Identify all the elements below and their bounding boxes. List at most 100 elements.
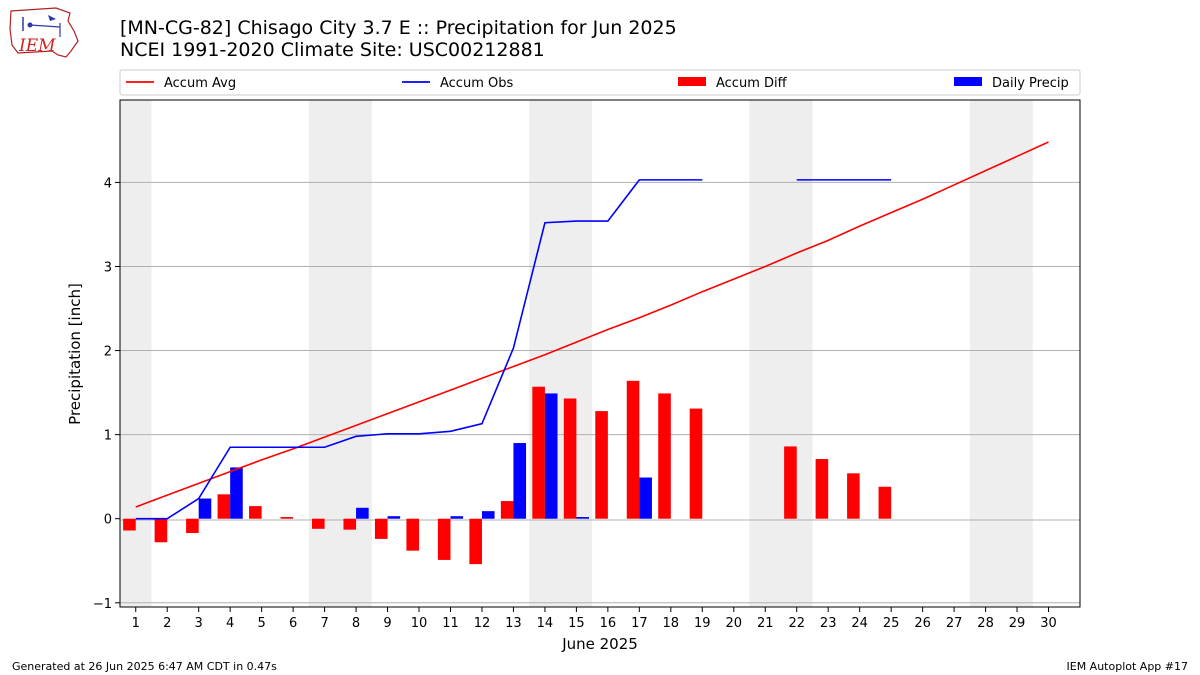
daily-precip-bar-14	[544, 393, 558, 519]
accum-diff-bar-3	[186, 518, 199, 534]
legend-accum-avg-label: Accum Avg	[164, 76, 236, 91]
x-axis-label: June 2025	[561, 635, 638, 653]
legend-accum-obs-label: Accum Obs	[440, 76, 513, 91]
accum-diff-bars	[123, 380, 892, 565]
x-axis: 1 2 3 4 5 6 7 8 9 10 11 12 13 14 15 16 17 18 19 20 21 22 23 24 2…	[132, 607, 1057, 631]
accum-obs-line-0	[135, 179, 703, 520]
x-tick-label: 4	[226, 616, 234, 631]
x-tick-label: 19	[694, 616, 711, 631]
accum-diff-bar-18	[658, 393, 671, 519]
y-tick-label: 1	[104, 429, 112, 444]
x-tick-label: 1	[132, 616, 140, 631]
x-tick-label: 16	[600, 616, 617, 631]
chart-title: [MN-CG-82] Chisago City 3.7 E :: Precipi…	[120, 17, 677, 39]
accum-diff-bar-6	[280, 517, 294, 519]
x-tick-label: 18	[663, 616, 680, 631]
accum-diff-bar-23	[815, 459, 829, 519]
generated-timestamp: Generated at 26 Jun 2025 6:47 AM CDT in …	[12, 660, 277, 673]
x-tick-label: 29	[1009, 616, 1026, 631]
accum-avg-line	[135, 141, 1049, 508]
app-credit: IEM Autoplot App #17	[1066, 660, 1189, 673]
legend: Accum Avg Accum Obs Accum Diff Daily Precip	[119, 69, 1081, 96]
legend-accum-diff-label: Accum Diff	[716, 76, 788, 91]
x-tick-label: 11	[442, 616, 459, 631]
y-gridlines	[120, 181, 1080, 604]
accum-diff-bar-25	[878, 486, 892, 519]
plot-frame	[119, 99, 1081, 608]
x-tick-label: 5	[257, 616, 265, 631]
accum-diff-bar-13	[500, 501, 514, 519]
weekend-band-0	[120, 100, 152, 607]
accum-diff-bar-10	[406, 518, 420, 551]
iem-logo: IEM	[9, 7, 79, 58]
daily-precip-bar-4	[230, 467, 243, 519]
y-tick-label: 4	[104, 176, 112, 191]
accum-diff-bar-19	[689, 408, 703, 519]
accum-diff-bar-24	[847, 473, 860, 519]
accum-lines	[135, 141, 1049, 520]
accum-diff-bar-4	[217, 494, 231, 519]
accum-diff-bar-15	[563, 398, 577, 519]
x-tick-label: 10	[411, 616, 428, 631]
x-tick-label: 21	[757, 616, 774, 631]
x-tick-label: 22	[788, 616, 805, 631]
x-tick-label: 2	[163, 616, 171, 631]
x-tick-label: 25	[883, 616, 900, 631]
x-tick-label: 9	[383, 616, 391, 631]
accum-diff-bar-16	[595, 411, 608, 519]
x-tick-label: 8	[352, 616, 360, 631]
x-tick-label: 14	[537, 616, 554, 631]
x-tick-label: 30	[1040, 616, 1057, 631]
weekend-bands	[120, 100, 1033, 607]
chart-subtitle: NCEI 1991-2020 Climate Site: USC00212881	[120, 39, 545, 61]
x-tick-label: 12	[474, 616, 491, 631]
iem-logo-text: IEM	[18, 36, 56, 56]
x-tick-label: 24	[851, 616, 868, 631]
legend-box	[119, 69, 1081, 96]
daily-precip-bar-11	[450, 516, 464, 519]
y-tick-label: 0	[104, 513, 112, 528]
daily-precip-bars	[198, 393, 652, 519]
x-tick-label: 3	[195, 616, 203, 631]
daily-precip-bar-15	[576, 517, 589, 519]
x-tick-label: 26	[914, 616, 931, 631]
accum-diff-bar-17	[626, 380, 640, 519]
x-tick-label: 28	[977, 616, 994, 631]
x-tick-label: 27	[946, 616, 963, 631]
accum-diff-bar-11	[437, 518, 451, 560]
accum-diff-bar-12	[469, 518, 482, 565]
y-axis-label: Precipitation [inch]	[66, 283, 84, 425]
weekend-band-1	[308, 100, 372, 607]
x-tick-label: 13	[505, 616, 522, 631]
accum-diff-bar-8	[343, 518, 357, 530]
daily-precip-bar-12	[481, 511, 495, 519]
legend-daily-precip-label: Daily Precip	[992, 76, 1069, 91]
daily-precip-bar-8	[356, 507, 369, 519]
accum-diff-bar-2	[154, 518, 168, 543]
daily-precip-bar-3	[198, 498, 212, 519]
accum-diff-bar-22	[784, 446, 797, 519]
legend-accum-diff-swatch	[678, 77, 706, 86]
daily-precip-bar-17	[639, 477, 652, 519]
weekend-band-4	[969, 100, 1033, 607]
x-tick-label: 7	[320, 616, 328, 631]
daily-precip-bar-9	[387, 516, 401, 519]
y-tick-label: 3	[104, 260, 112, 275]
x-tick-label: 15	[568, 616, 585, 631]
weekend-band-2	[529, 100, 593, 607]
accum-diff-bar-1	[123, 518, 136, 531]
x-tick-label: 17	[631, 616, 648, 631]
x-tick-label: 23	[820, 616, 837, 631]
legend-daily-precip-swatch	[954, 77, 982, 86]
y-axis: −1 0 1 2 3 4	[93, 176, 120, 612]
daily-precip-bar-13	[513, 443, 527, 519]
y-tick-label: 2	[104, 345, 112, 360]
accum-diff-bar-7	[312, 518, 325, 529]
x-tick-label: 6	[289, 616, 297, 631]
accum-diff-bar-14	[532, 386, 545, 519]
x-tick-label: 20	[725, 616, 742, 631]
y-tick-label: −1	[93, 597, 112, 612]
accum-diff-bar-5	[249, 506, 262, 519]
accum-diff-bar-9	[374, 518, 388, 539]
